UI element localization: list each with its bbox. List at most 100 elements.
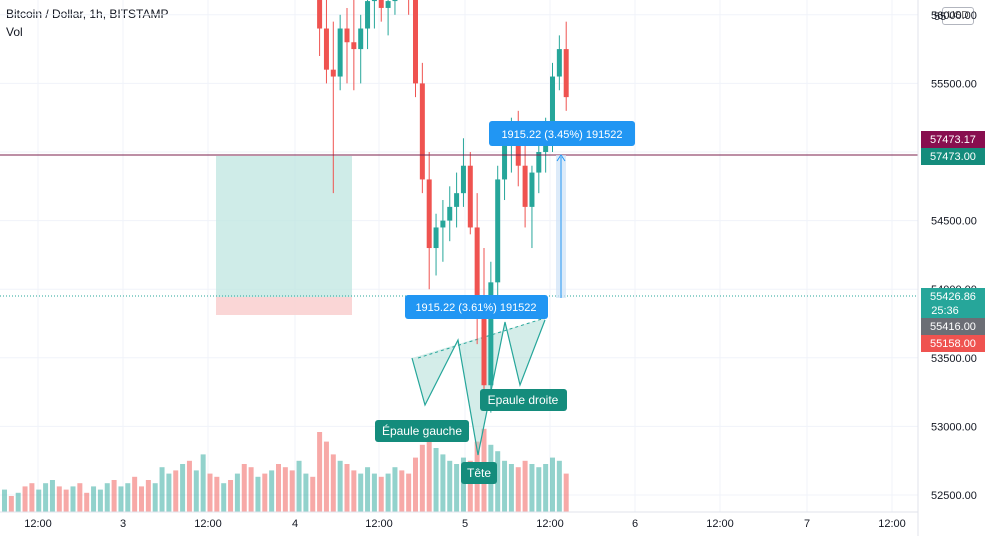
volume-bar bbox=[529, 464, 535, 512]
volume-bar bbox=[426, 435, 432, 512]
volume-bar bbox=[84, 492, 90, 512]
volume-bar bbox=[269, 470, 275, 512]
candle-body bbox=[358, 28, 364, 50]
candle-body bbox=[488, 282, 494, 386]
volume-bar bbox=[276, 464, 281, 512]
volume-bar bbox=[371, 473, 377, 512]
candlesticks bbox=[317, 0, 569, 413]
volume-bar bbox=[522, 460, 528, 512]
volume-bar bbox=[454, 464, 460, 512]
volume-bar bbox=[378, 476, 384, 512]
volume-bar bbox=[132, 476, 138, 512]
price-tag-57473-00: 57473.00 bbox=[921, 148, 985, 165]
candle-body bbox=[385, 1, 391, 8]
volume-bar bbox=[317, 432, 323, 512]
volume-bar bbox=[91, 486, 97, 512]
volume-bar bbox=[234, 473, 240, 512]
measure-arrow-head-icon bbox=[556, 154, 566, 162]
volume-bar bbox=[193, 470, 199, 512]
volume-bar bbox=[22, 486, 28, 512]
volume-bar bbox=[502, 460, 508, 512]
volume-bar bbox=[159, 467, 165, 512]
chart-grid bbox=[0, 0, 918, 512]
volume-bar bbox=[413, 457, 418, 512]
svg-text:Epaule droite: Epaule droite bbox=[488, 393, 559, 407]
price-tag-57473-17: 57473.17 bbox=[921, 131, 985, 148]
time-axis[interactable]: 12:00 3 12:00 4 12:00 5 12:00 6 12:00 7 12:00 bbox=[24, 518, 906, 530]
price-axis[interactable]: 52500.0053000.0053500.0054000.0054500.00… bbox=[931, 0, 977, 502]
volume-bar bbox=[2, 489, 7, 512]
volume-bar bbox=[118, 486, 124, 512]
candle-body bbox=[460, 165, 466, 194]
candle-body bbox=[502, 145, 508, 180]
time-tick-label: 12:00 bbox=[24, 518, 52, 530]
measure-label-top[interactable]: 1915.22 (3.45%) 191522 bbox=[489, 121, 635, 146]
candle-body bbox=[454, 193, 460, 207]
volume-bar bbox=[399, 470, 405, 512]
head-label[interactable]: Tête bbox=[461, 462, 497, 484]
svg-text:57473.17: 57473.17 bbox=[930, 134, 976, 146]
currency-button[interactable]: USD bbox=[942, 7, 974, 25]
time-tick-label: 12:00 bbox=[365, 518, 393, 530]
head-shoulders-outline[interactable] bbox=[411, 319, 546, 456]
volume-indicator-label[interactable]: Vol bbox=[6, 25, 23, 39]
time-tick-label: 6 bbox=[632, 518, 638, 530]
volume-bar bbox=[440, 454, 446, 512]
volume-bar bbox=[241, 464, 247, 512]
candle-body bbox=[378, 0, 384, 8]
candle-body bbox=[413, 0, 418, 84]
volume-bar bbox=[166, 473, 172, 512]
candle-body bbox=[556, 49, 562, 77]
time-tick-label: 7 bbox=[804, 518, 810, 530]
time-tick-label: 5 bbox=[462, 518, 468, 530]
price-tick-label: 55500.00 bbox=[931, 78, 977, 90]
candle-body bbox=[365, 1, 371, 29]
volume-bar bbox=[152, 483, 158, 512]
volume-bar bbox=[139, 486, 144, 512]
volume-bar bbox=[125, 483, 131, 512]
candle-body bbox=[495, 179, 501, 283]
volume-bar bbox=[508, 464, 514, 512]
candle-body bbox=[392, 0, 398, 2]
price-tag-55158: 55158.00 bbox=[921, 335, 985, 352]
volume-bar bbox=[344, 464, 350, 512]
measure-label-bottom[interactable]: 1915.22 (3.61%) 191522 bbox=[405, 295, 548, 319]
volume-bar bbox=[392, 467, 398, 512]
candle-body bbox=[550, 76, 555, 139]
volume-bar bbox=[385, 473, 391, 512]
volume-bar bbox=[543, 464, 549, 512]
volume-bar bbox=[207, 473, 213, 512]
candle-body bbox=[515, 131, 521, 166]
price-tick-label: 52500.00 bbox=[931, 490, 977, 502]
time-tick-label: 12:00 bbox=[194, 518, 222, 530]
right-shoulder-label[interactable]: Epaule droite bbox=[480, 389, 567, 411]
volume-bar bbox=[43, 483, 49, 512]
candle-body bbox=[536, 152, 542, 173]
candle-body bbox=[317, 0, 323, 29]
volume-bar bbox=[29, 483, 35, 512]
price-tick-label: 53500.00 bbox=[931, 353, 977, 365]
chart-symbol-title[interactable]: Bitcoin / Dollar, 1h, BITSTAMP bbox=[6, 7, 169, 21]
volume-bar bbox=[228, 480, 234, 512]
long-position-profit-zone[interactable] bbox=[216, 156, 352, 297]
last-price-tag: 55426.86 25:36 bbox=[921, 288, 985, 318]
volume-bar bbox=[221, 483, 227, 512]
volume-bar bbox=[214, 476, 220, 512]
volume-bar bbox=[180, 464, 186, 512]
volume-bar bbox=[255, 476, 261, 512]
volume-bar bbox=[63, 489, 69, 512]
svg-text:55426.86: 55426.86 bbox=[930, 291, 976, 303]
volume-bar bbox=[460, 457, 466, 512]
volume-bar bbox=[495, 451, 501, 512]
volume-bar bbox=[433, 448, 439, 512]
candle-body bbox=[426, 179, 432, 249]
volume-bar bbox=[330, 454, 336, 512]
volume-bar bbox=[8, 496, 14, 512]
volume-bar bbox=[111, 480, 117, 512]
volume-bar bbox=[303, 473, 309, 512]
svg-text:55158.00: 55158.00 bbox=[930, 338, 976, 350]
left-shoulder-label[interactable]: Épaule gauche bbox=[375, 420, 469, 442]
long-position-stop-zone[interactable] bbox=[216, 297, 352, 315]
volume-bar bbox=[173, 470, 179, 512]
